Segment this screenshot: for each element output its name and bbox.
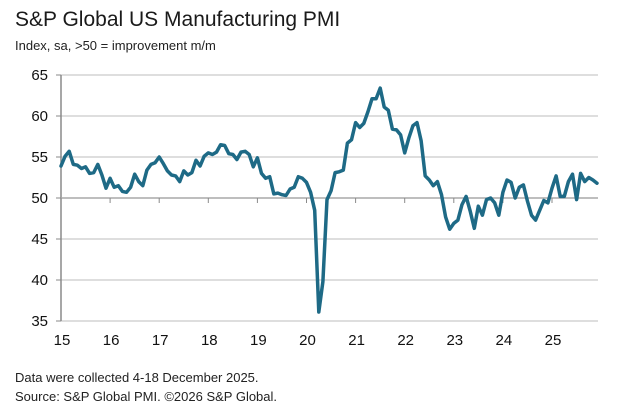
x-tick-label: 22 — [397, 332, 414, 349]
y-tick-label: 45 — [31, 231, 48, 248]
x-tick-label: 19 — [250, 332, 267, 349]
x-tick-label: 23 — [446, 332, 463, 349]
data-collection-note: Data were collected 4-18 December 2025. — [15, 370, 259, 385]
y-tick-label: 65 — [31, 67, 48, 84]
source-note: Source: S&P Global PMI. ©2026 S&P Global… — [15, 389, 278, 404]
x-tick-label: 20 — [299, 332, 316, 349]
x-tick-label: 15 — [54, 332, 71, 349]
chart-title: S&P Global US Manufacturing PMI — [15, 8, 341, 31]
gridlines — [61, 74, 598, 322]
x-tick-label: 16 — [103, 332, 120, 349]
x-tick-label: 25 — [545, 332, 562, 349]
x-axis-labels: 15 16 17 18 19 20 21 22 23 24 25 — [54, 332, 562, 349]
y-tick-label: 60 — [31, 108, 48, 125]
x-tick-label: 17 — [152, 332, 169, 349]
y-tick-label: 35 — [31, 313, 48, 330]
chart-subtitle: Index, sa, >50 = improvement m/m — [15, 38, 216, 53]
y-axis-labels: 35 40 45 50 55 60 65 — [31, 67, 48, 330]
y-tick-label: 40 — [31, 272, 48, 289]
x-tick-label: 21 — [348, 332, 365, 349]
y-tick-label: 50 — [31, 190, 48, 207]
y-tick-label: 55 — [31, 149, 48, 166]
series-line-pmi — [59, 86, 599, 314]
x-tick-label: 18 — [201, 332, 218, 349]
x-tick-label: 24 — [496, 332, 513, 349]
series-layer — [59, 86, 599, 314]
